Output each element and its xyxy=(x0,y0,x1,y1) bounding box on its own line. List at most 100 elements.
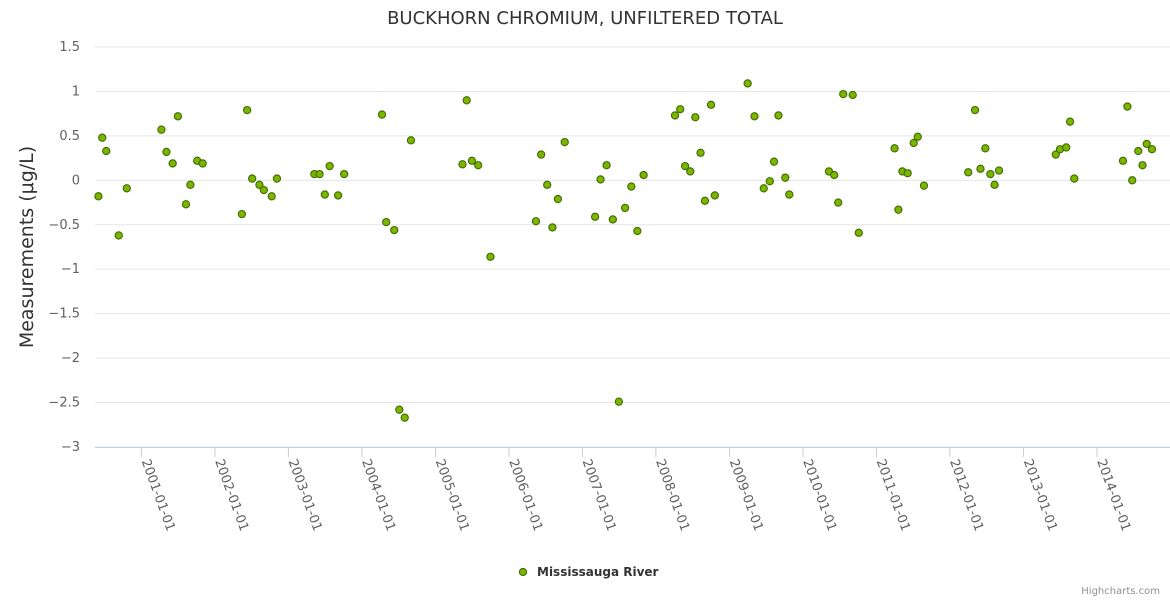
data-point[interactable] xyxy=(406,136,416,145)
data-point[interactable] xyxy=(157,125,166,134)
data-point[interactable] xyxy=(486,252,495,261)
data-point[interactable] xyxy=(834,198,843,207)
data-point[interactable] xyxy=(1128,176,1137,185)
data-point[interactable] xyxy=(237,209,247,219)
data-point[interactable] xyxy=(839,89,848,99)
data-point[interactable] xyxy=(333,191,343,200)
data-point[interactable] xyxy=(706,100,716,109)
data-point[interactable] xyxy=(785,190,794,199)
data-point[interactable] xyxy=(186,180,195,189)
data-point[interactable] xyxy=(696,148,705,157)
data-point[interactable] xyxy=(458,160,467,169)
data-point[interactable] xyxy=(325,161,334,171)
data-point[interactable] xyxy=(553,194,563,204)
data-point[interactable] xyxy=(462,96,471,105)
data-point[interactable] xyxy=(614,397,624,406)
data-point[interactable] xyxy=(596,175,605,184)
data-point[interactable] xyxy=(686,167,695,176)
data-point[interactable] xyxy=(769,157,779,166)
data-point[interactable] xyxy=(970,105,980,115)
data-point[interactable] xyxy=(633,226,642,236)
data-point[interactable] xyxy=(390,225,399,235)
legend[interactable]: Mississauga River xyxy=(518,565,659,579)
data-point[interactable] xyxy=(267,192,276,201)
data-point[interactable] xyxy=(890,144,899,153)
data-point[interactable] xyxy=(854,228,863,237)
data-point[interactable] xyxy=(531,217,541,226)
data-point[interactable] xyxy=(680,161,690,171)
data-point[interactable] xyxy=(1147,145,1157,154)
data-point[interactable] xyxy=(400,413,409,422)
data-point[interactable] xyxy=(1051,150,1060,159)
credits-link[interactable]: Highcharts.com xyxy=(1081,586,1160,597)
data-point[interactable] xyxy=(750,112,759,121)
data-point[interactable] xyxy=(913,132,922,141)
data-point[interactable] xyxy=(122,184,131,193)
data-point[interactable] xyxy=(781,173,790,182)
data-point[interactable] xyxy=(320,190,329,199)
data-point[interactable] xyxy=(986,169,995,179)
data-point[interactable] xyxy=(620,203,630,213)
data-point[interactable] xyxy=(1138,161,1147,170)
data-point[interactable] xyxy=(981,144,990,153)
data-point[interactable] xyxy=(467,156,477,165)
data-point[interactable] xyxy=(774,111,783,120)
data-point[interactable] xyxy=(198,159,207,168)
data-point[interactable] xyxy=(94,192,103,201)
data-point[interactable] xyxy=(474,161,483,170)
data-point[interactable] xyxy=(272,174,282,183)
data-point[interactable] xyxy=(114,231,123,240)
data-point[interactable] xyxy=(602,161,611,170)
data-point[interactable] xyxy=(537,150,546,159)
data-point[interactable] xyxy=(830,170,839,180)
data-point[interactable] xyxy=(909,138,918,148)
data-point[interactable] xyxy=(255,180,264,189)
data-point[interactable] xyxy=(377,110,387,119)
data-point[interactable] xyxy=(382,217,391,227)
data-point[interactable] xyxy=(765,177,774,186)
data-point[interactable] xyxy=(98,133,107,142)
data-point[interactable] xyxy=(173,112,183,121)
legend-item-mississauga-river[interactable]: Mississauga River xyxy=(537,565,659,579)
data-point[interactable] xyxy=(1070,174,1079,183)
data-point[interactable] xyxy=(1123,102,1132,111)
data-point[interactable] xyxy=(676,105,685,114)
data-point[interactable] xyxy=(743,79,752,88)
data-point[interactable] xyxy=(919,181,929,190)
data-point[interactable] xyxy=(548,223,557,232)
data-point[interactable] xyxy=(162,147,171,157)
data-point[interactable] xyxy=(639,170,648,180)
data-point[interactable] xyxy=(894,205,903,214)
data-point[interactable] xyxy=(395,405,404,414)
data-point[interactable] xyxy=(1134,146,1143,156)
data-point[interactable] xyxy=(248,174,257,183)
data-point[interactable] xyxy=(627,182,636,191)
data-point[interactable] xyxy=(964,168,973,177)
data-point[interactable] xyxy=(1062,143,1071,152)
data-point[interactable] xyxy=(259,185,268,195)
data-point[interactable] xyxy=(608,215,617,224)
data-point[interactable] xyxy=(590,212,600,221)
data-point[interactable] xyxy=(168,159,177,168)
data-point[interactable] xyxy=(242,105,252,115)
data-point[interactable] xyxy=(339,169,349,179)
data-point[interactable] xyxy=(102,146,111,156)
data-point[interactable] xyxy=(1065,117,1075,126)
data-point[interactable] xyxy=(181,200,191,209)
legend-marker[interactable] xyxy=(518,567,528,577)
data-point[interactable] xyxy=(759,184,768,193)
data-point[interactable] xyxy=(700,196,710,205)
series-mississauga-river[interactable] xyxy=(94,79,1157,422)
data-point[interactable] xyxy=(710,191,719,200)
data-point[interactable] xyxy=(990,180,999,189)
data-point[interactable] xyxy=(691,113,700,122)
data-point[interactable] xyxy=(560,137,569,147)
data-point[interactable] xyxy=(994,166,1004,175)
data-point[interactable] xyxy=(543,180,552,189)
data-point[interactable] xyxy=(315,169,324,179)
data-point[interactable] xyxy=(903,169,912,178)
data-point[interactable] xyxy=(848,90,857,100)
data-point[interactable] xyxy=(670,111,680,120)
data-point[interactable] xyxy=(1118,156,1128,165)
data-point[interactable] xyxy=(1142,139,1151,149)
